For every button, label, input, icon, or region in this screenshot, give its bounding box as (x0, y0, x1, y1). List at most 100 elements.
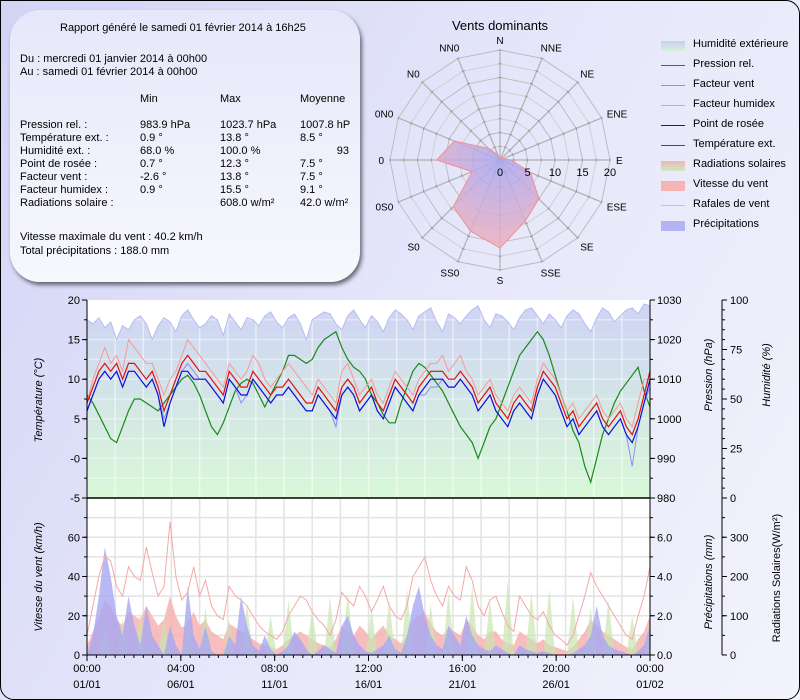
wind-direction-label: 0S0 (375, 203, 393, 214)
summary-min-0: 983.9 hPa (140, 119, 191, 131)
wind-rose-tick (549, 179, 552, 183)
wind-rose-tick (537, 174, 540, 178)
summary-label-5: Facteur humidex : (20, 184, 109, 196)
summary-avg-3: 7.5 ° (300, 158, 323, 170)
series-temp-rature-ext- (86, 354, 651, 436)
summary-card: Rapport généré le samedi 01 février 2014… (10, 10, 360, 282)
wind-rose-tick (477, 108, 481, 111)
wind-direction-label: NN0 (439, 43, 459, 54)
wind-rose-tick (420, 80, 424, 84)
x-axis-time-label: 16:00 (449, 663, 477, 675)
x-axis-date-label: 21/01 (449, 679, 477, 691)
wind-rose-tick (430, 90, 434, 94)
wind-axis-tick-label: 0 (74, 650, 80, 662)
wind-rose-tick (556, 216, 560, 220)
wind-rose-tick (508, 148, 512, 152)
wind-rose-tick (466, 82, 471, 85)
wind-rose-tick (549, 137, 552, 141)
wind-rose-tick (519, 108, 523, 111)
legend-label: Facteur humidex (693, 98, 775, 110)
series-point-de-ros-e (86, 370, 651, 444)
summary-max-5: 15.5 ° (220, 184, 249, 196)
legend-line-swatch (661, 145, 685, 146)
temp-axis-tick-label: 20 (68, 295, 80, 307)
legend-label: Rafales de vent (693, 198, 770, 210)
rain-axis-tick-label: 6.0 (657, 532, 672, 544)
summary-label-0: Pression rel. : (20, 119, 88, 131)
summary-avg-2: 93 (336, 145, 349, 157)
summary-min-4: -2.6 ° (140, 171, 167, 183)
x-axis-date-label: 16/01 (355, 679, 383, 691)
pressure-axis-tick-label: 1020 (657, 335, 681, 347)
wind-rose-tick (575, 126, 578, 131)
summary-max-1: 13.8 ° (220, 132, 249, 144)
total-rain: Total précipitations : 188.0 mm (20, 245, 170, 257)
top-plot-background (87, 300, 650, 498)
wind-rose-tick (587, 195, 590, 199)
series-pression-rel- (86, 330, 651, 485)
x-axis-time-label: 12:00 (355, 663, 383, 675)
summary-label-2: Humidité ext. : (20, 145, 91, 157)
wind-rose-tick (562, 132, 565, 136)
wind-direction-label: 0N0 (375, 109, 394, 120)
solar-axis-tick-label: 200 (730, 572, 748, 584)
pressure-axis-title: Pression (hPa) (703, 338, 715, 411)
solar-axis-tick-label: 100 (730, 611, 748, 623)
wind-rose-tick (435, 184, 438, 188)
legend-label: Humidité extérieure (693, 38, 789, 50)
humidity-axis-title: Humidité (%) (761, 343, 773, 407)
series-facteur-vent (86, 362, 651, 467)
wind-radial-tick-label: 10 (549, 167, 561, 179)
wind-rose-tick (511, 153, 514, 157)
temp-axis-tick-label: -5 (70, 493, 80, 505)
pressure-axis-tick-label: 1000 (657, 414, 681, 426)
summary-max-6: 608.0 w/m² (220, 197, 275, 209)
summary-label-4: Facteur vent : (20, 171, 88, 183)
temp-axis-tick-label: 10 (68, 374, 80, 386)
wind-rose-tick (587, 121, 590, 125)
rain-axis-tick-label: 0.0 (657, 650, 672, 662)
wind-rose-tick (410, 121, 413, 125)
wind-rose-tick (600, 200, 603, 204)
summary-max-3: 12.3 ° (220, 158, 249, 170)
x-axis-time-label: 00:00 (636, 663, 664, 675)
legend-line-swatch (661, 125, 685, 126)
summary-avg-1: 8.5 ° (300, 132, 323, 144)
series-humidit-ext-rieure (86, 303, 651, 342)
legend-area-swatch (661, 41, 685, 51)
wind-direction-label: SS0 (440, 269, 459, 280)
temp-axis-tick-label: 5 (74, 414, 80, 426)
legend-label: Point de rosée (693, 118, 764, 130)
wind-rose-tick (440, 100, 444, 104)
x-axis-date-label: 26/01 (542, 679, 570, 691)
wind-rose-tick (397, 116, 400, 120)
summary-avg-6: 42.0 w/m² (300, 197, 349, 209)
wind-rose-tick (540, 57, 544, 60)
series-pr-cipitations (87, 547, 650, 655)
summary-avg-5: 9.1 ° (300, 184, 323, 196)
wind-rose-tick (540, 260, 544, 263)
series-rafales-de-vent (86, 521, 651, 647)
col-min-header: Min (140, 93, 158, 105)
wind-rose-tick (466, 235, 471, 238)
wind-rose-tick (518, 139, 521, 142)
pressure-axis-tick-label: 1010 (657, 374, 681, 386)
legend-line-swatch (661, 85, 685, 86)
summary-label-1: Température ext. : (20, 132, 109, 144)
wind-rose-tick (535, 70, 539, 73)
pressure-axis-tick-label: 990 (657, 453, 675, 465)
legend-label: Facteur vent (693, 78, 755, 90)
pressure-axis-tick-label: 1030 (657, 295, 681, 307)
legend-line-swatch (661, 65, 685, 66)
wind-axis-tick-label: 60 (68, 532, 80, 544)
wind-rose-tick (397, 200, 400, 204)
wind-rose-tick (422, 126, 425, 131)
wind-rose-tick (422, 189, 425, 194)
wind-direction-label: SE (580, 242, 594, 253)
wind-rose-tick (503, 146, 507, 149)
wind-rose-tick (527, 129, 531, 133)
wind-rose-tick (493, 146, 497, 149)
wind-radial-tick-label: 0 (497, 167, 503, 179)
col-avg-header: Moyenne (300, 93, 346, 105)
wind-radial-tick-label: 5 (524, 167, 530, 179)
